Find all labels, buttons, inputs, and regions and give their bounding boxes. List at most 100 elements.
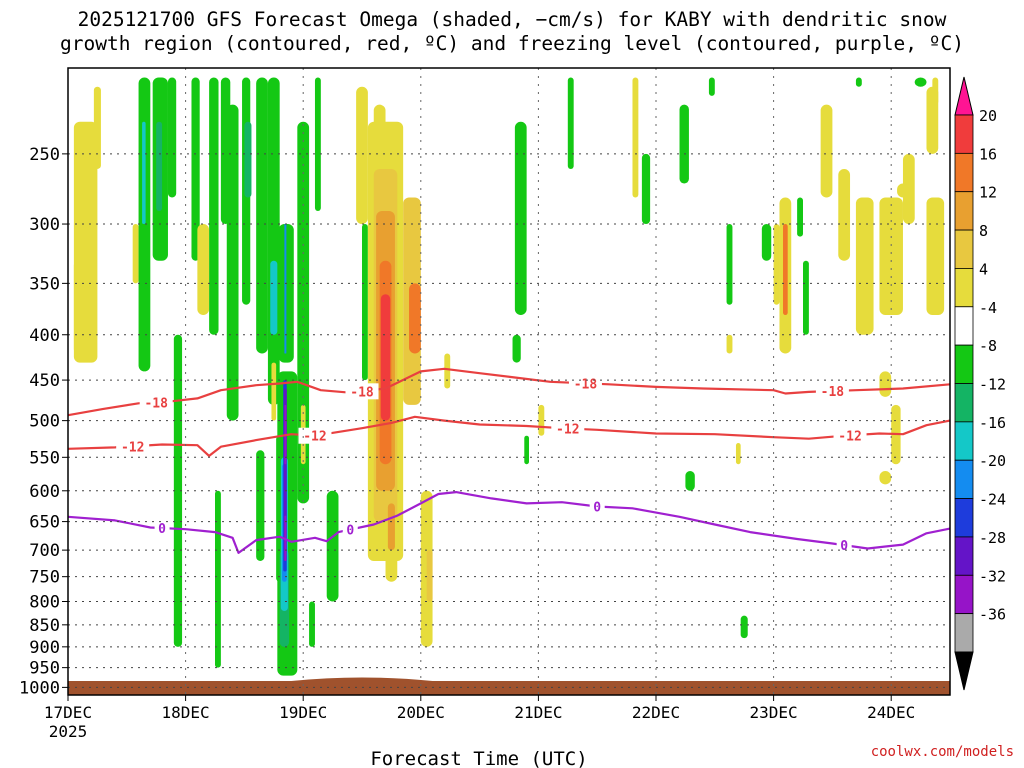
- y-tick-label: 250: [29, 145, 60, 165]
- x-tick-label: 20DEC: [397, 703, 445, 722]
- y-tick-label: 650: [29, 513, 60, 533]
- contour-label: 0: [840, 539, 848, 554]
- colorbar-swatch: [954, 191, 974, 231]
- contour-label: 0: [158, 522, 166, 537]
- omega-cell: [191, 77, 200, 261]
- contour-label: -18: [350, 385, 374, 400]
- colorbar-swatch: [954, 421, 974, 461]
- y-tick-label: 850: [29, 616, 60, 636]
- omega-cell: [373, 104, 386, 169]
- colorbar-bottom-arrow: [954, 651, 974, 691]
- omega-cell: [387, 503, 395, 551]
- contour-label: 0: [346, 524, 354, 539]
- y-tick-label: 800: [29, 593, 60, 613]
- omega-cell: [73, 260, 83, 354]
- colorbar-swatch: [954, 152, 974, 193]
- omega-cell: [735, 443, 741, 465]
- title-line-2: growth region (contoured, red, ºC) and f…: [60, 32, 964, 55]
- x-tick-label: 22DEC: [632, 703, 680, 722]
- omega-cell: [309, 601, 315, 647]
- colorbar-swatch: [954, 574, 974, 615]
- contour-label-bg: [116, 438, 150, 455]
- contour-label-bg: [342, 521, 358, 538]
- omega-cell: [855, 77, 862, 87]
- colorbar: 20 16 12 8 4 -4 -8 -12 -16 -20 -24 -28 -32 -36: [954, 76, 1006, 691]
- omega-cell: [632, 77, 639, 198]
- y-tick-label: 700: [29, 541, 60, 561]
- omega-cell: [270, 260, 278, 335]
- omega-cell: [641, 153, 651, 225]
- colorbar-swatch: [954, 459, 974, 499]
- omega-cell: [838, 168, 851, 261]
- omega-cell: [197, 224, 210, 316]
- omega-cell: [244, 121, 252, 198]
- y-tick-label: 950: [29, 659, 60, 679]
- contour-label-bg: [568, 375, 602, 392]
- omega-cell: [740, 615, 748, 639]
- x-tick-label: 19DEC: [279, 703, 327, 722]
- omega-cell: [879, 371, 892, 397]
- omega-cell: [914, 77, 927, 87]
- omega-cell: [926, 197, 945, 316]
- colorbar-swatch: [954, 613, 974, 653]
- colorbar-swatch: [954, 383, 974, 423]
- colorbar-label: 16: [979, 145, 997, 163]
- contour-label: -12: [838, 429, 861, 444]
- omega-cell: [783, 224, 788, 316]
- omega-cell: [773, 224, 780, 305]
- omega-cell: [380, 294, 391, 421]
- plot-area: [68, 68, 950, 695]
- omega-cell: [797, 197, 803, 237]
- colorbar-swatch: [954, 536, 974, 576]
- omega-cell: [284, 224, 287, 354]
- omega-cell: [803, 260, 809, 335]
- omega-cell: [215, 490, 221, 668]
- contour-label-bg: [154, 520, 170, 537]
- omega-cell: [226, 104, 239, 421]
- terrain-strip: [68, 681, 950, 695]
- contour-label-bg: [139, 394, 173, 411]
- omega-cell: [726, 334, 733, 354]
- x-axis-title: Forecast Time (UTC): [370, 748, 587, 768]
- contour-label-bg: [815, 383, 849, 400]
- omega-cell: [679, 104, 689, 184]
- colorbar-label: 4: [979, 260, 988, 278]
- omega-cell: [326, 490, 339, 602]
- title-line-1: 2025121700 GFS Forecast Omega (shaded, −…: [77, 8, 947, 31]
- colorbar-label: 20: [979, 107, 997, 125]
- y-tick-label: 450: [29, 371, 60, 391]
- x-tick-label: 18DEC: [162, 703, 210, 722]
- omega-cell: [512, 334, 521, 363]
- omega-cell: [173, 334, 183, 647]
- contour-label-bg: [345, 383, 379, 400]
- contour-label: -12: [303, 430, 326, 445]
- contour-label: -18: [821, 385, 845, 400]
- omega-cell: [362, 224, 368, 381]
- omega-cell: [314, 77, 321, 211]
- omega-cell: [209, 77, 219, 335]
- contour-label-bg: [298, 427, 332, 444]
- colorbar-swatch: [954, 344, 974, 384]
- omega-cell: [524, 435, 529, 465]
- colorbar-label: -32: [979, 567, 1006, 585]
- contour-label: -18: [144, 396, 168, 411]
- contour-label-bg: [836, 537, 852, 554]
- colorbar-label: -8: [979, 337, 997, 355]
- colorbar-label: -28: [979, 529, 1006, 547]
- omega-cell: [897, 183, 909, 198]
- omega-cell: [256, 450, 265, 561]
- contour-label: -12: [556, 422, 579, 437]
- plot-frame: [67, 67, 951, 696]
- y-tick-label: 300: [29, 215, 60, 235]
- x-tick-label: 21DEC: [514, 703, 562, 722]
- omega-cell: [156, 121, 163, 211]
- contour-label-bg: [551, 420, 585, 437]
- colorbar-label: -16: [979, 414, 1006, 432]
- x-year-label: 2025: [49, 722, 88, 741]
- credit-text: coolwx.com/models: [870, 744, 1014, 760]
- omega-cell: [726, 224, 733, 305]
- y-tick-label: 350: [29, 274, 60, 294]
- y-tick-label: 500: [29, 412, 60, 432]
- omega-cell: [167, 77, 177, 198]
- colorbar-swatch: [954, 306, 974, 346]
